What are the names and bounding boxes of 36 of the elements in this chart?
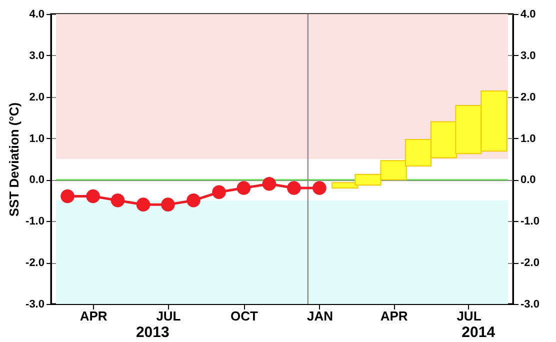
- x-tick-label: JUL: [456, 308, 482, 324]
- y2-tick-label: -1.0: [520, 216, 540, 228]
- x-tick-label: JUL: [156, 308, 181, 324]
- point: [236, 181, 251, 195]
- point: [161, 198, 175, 212]
- y-tick-label: 4.0: [29, 8, 44, 20]
- y-tick-label: -1.0: [26, 216, 44, 228]
- point: [60, 189, 74, 204]
- text: 2013: [136, 324, 170, 341]
- y-tick-label: 0.0: [29, 174, 44, 186]
- y2-tick-label: -3.0: [520, 298, 540, 310]
- point: [312, 181, 326, 195]
- point: [110, 194, 125, 208]
- y-tick-label: -2.0: [26, 257, 44, 270]
- y2-tick-label: 1.0: [520, 132, 536, 145]
- y-tick-label: -3.0: [26, 298, 44, 310]
- y2-tick-label: -2.0: [520, 257, 540, 270]
- y2-tick-label: 4.0: [520, 8, 536, 20]
- x-tick-label: APR: [380, 308, 408, 324]
- y2-tick-label: 3.0: [520, 50, 536, 62]
- y2-tick-label: 2.0: [520, 91, 536, 104]
- y-tick-label: 1.0: [29, 132, 44, 145]
- text: 2014: [462, 324, 496, 341]
- y-axis-title: SST Deviation (°C): [6, 102, 22, 217]
- point: [86, 189, 100, 204]
- x-tick-label: APR: [80, 308, 108, 324]
- point: [186, 194, 200, 208]
- x-tick-label: OCT: [230, 308, 258, 324]
- y2-tick-label: 0.0: [520, 174, 536, 186]
- y-tick-label: 3.0: [29, 50, 44, 62]
- y-tick-label: 2.0: [29, 91, 44, 104]
- x-tick-label: JAN: [306, 308, 333, 324]
- point: [212, 185, 226, 200]
- point: [262, 176, 276, 191]
- point: [287, 181, 301, 195]
- point: [136, 198, 150, 212]
